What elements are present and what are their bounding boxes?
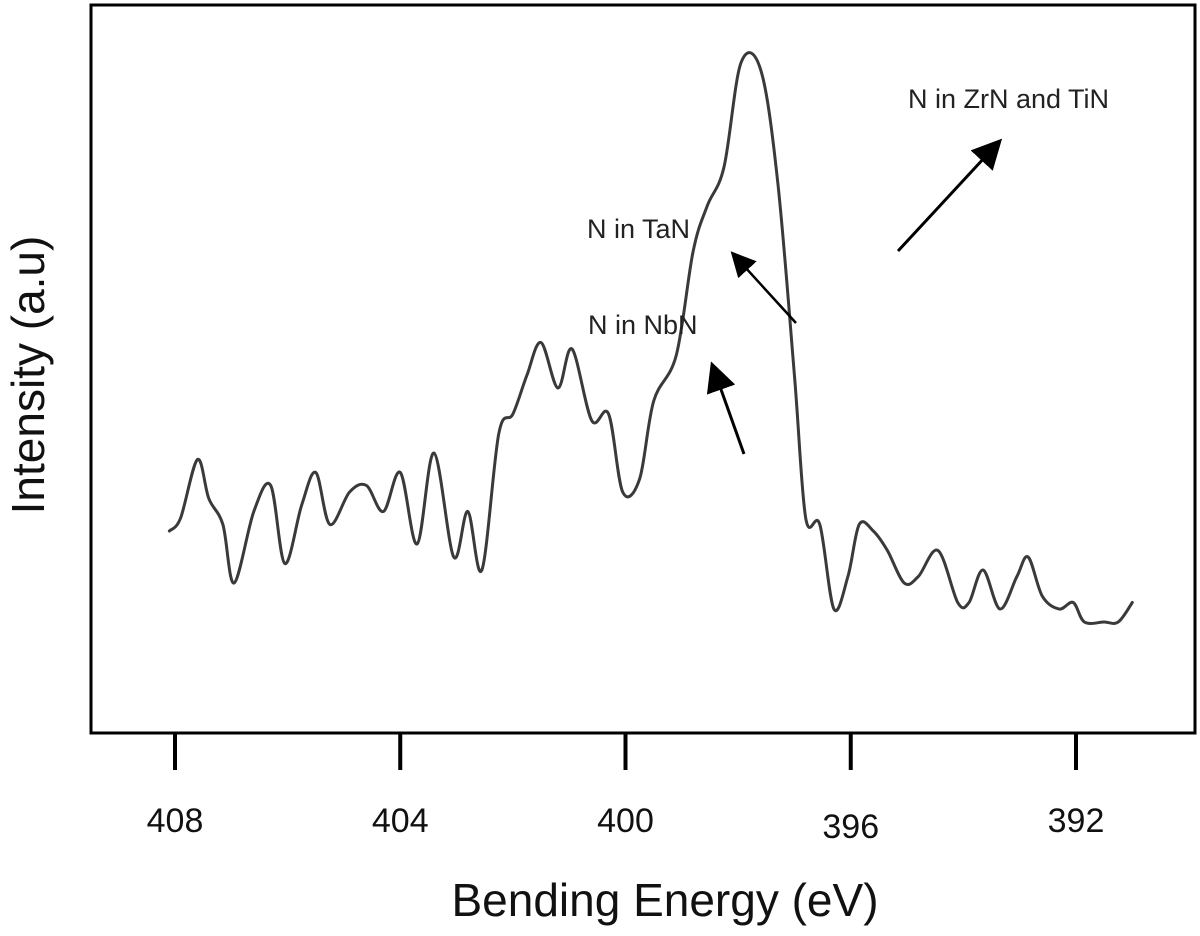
x-tick-label: 408	[147, 802, 204, 840]
annotation-nbn: N in NbN	[588, 310, 698, 340]
annotation-tan: N in TaN	[587, 214, 690, 244]
annotation-zrn-tin: N in ZrN and TiN	[908, 84, 1109, 114]
x-tick-label: 404	[372, 802, 429, 840]
annotation-zrn-tin-arrow	[896, 138, 1003, 253]
annotation-nbn-arrow	[706, 361, 746, 455]
x-tick-label: 400	[597, 802, 654, 840]
spectrum-line	[167, 51, 1134, 625]
x-axis-title: Bending Energy (eV)	[451, 874, 878, 926]
x-tick-label: 392	[1048, 802, 1105, 840]
x-tick-label: 396	[822, 808, 879, 846]
x-axis-tick-labels: 408 404 400 396 392	[147, 802, 1105, 846]
annotation-tan-arrow	[730, 251, 797, 324]
x-axis-ticks	[173, 733, 1078, 770]
y-axis-title: Intensity (a.u)	[2, 236, 54, 515]
plot-frame	[89, 3, 1197, 735]
